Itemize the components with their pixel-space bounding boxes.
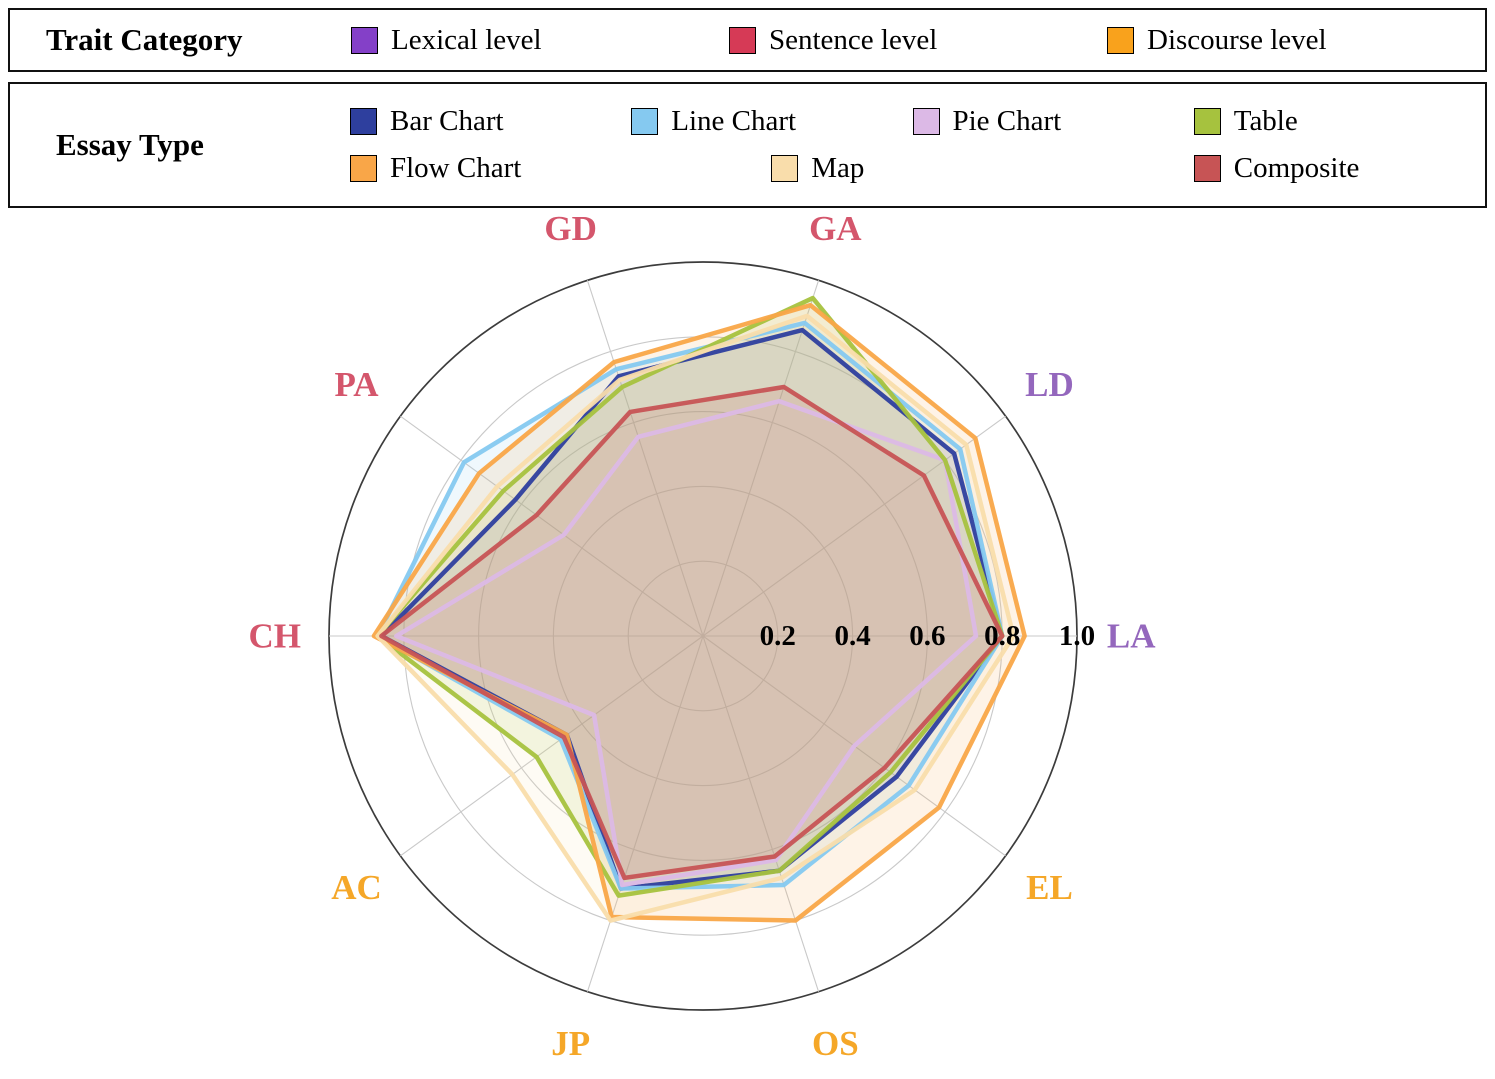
legend-item-label: Table (1233, 105, 1298, 137)
axis-label-gd: GD (544, 209, 597, 248)
axis-label-ch: CH (249, 617, 302, 656)
bar-chart-swatch-icon (350, 108, 377, 135)
axis-label-ac: AC (331, 868, 382, 907)
grid-spoke (586, 280, 704, 637)
sentence-swatch-icon (729, 26, 756, 54)
radial-tick-label: 0.6 (909, 620, 945, 652)
flow-chart-swatch-icon (350, 155, 377, 182)
discourse-swatch-icon (1107, 26, 1134, 54)
legend-item-lexical: Lexical level (351, 24, 729, 57)
essay-type-legend: Essay Type Bar Chart Line Chart Pie Char… (8, 82, 1487, 208)
grid-spoke (702, 280, 820, 637)
map-swatch-icon (771, 155, 799, 182)
table-swatch-icon (1193, 108, 1221, 135)
legend-item-label: Composite (1233, 152, 1360, 184)
legend-item-label: Flow Chart (390, 152, 522, 184)
series-fill-bar-chart (381, 330, 1003, 889)
legend-item-bar-chart: Bar Chart (350, 105, 631, 138)
legend-item-label: Lexical level (391, 23, 542, 56)
essay-legend-row-2: Flow Chart Map Composite (350, 152, 1475, 185)
essay-legend-items: Bar Chart Line Chart Pie Chart Table Flo… (350, 105, 1485, 185)
legend-item-table: Table (1193, 105, 1475, 138)
legend-item-label: Sentence level (769, 23, 938, 56)
radial-tick-label: 0.4 (834, 620, 870, 652)
legend-item-label: Line Chart (671, 105, 797, 137)
legend-item-map: Map (771, 152, 912, 185)
legend-item-label: Discourse level (1147, 23, 1327, 56)
legend-item-label: Bar Chart (390, 105, 504, 137)
composite-swatch-icon (1193, 155, 1221, 182)
trait-legend-items: Lexical level Sentence level Discourse l… (351, 24, 1485, 57)
series-line-flow-chart (371, 302, 1027, 923)
radial-tick-label: 0.2 (760, 620, 796, 652)
radar-chart: 0.2 0.4 0.6 0.8 1.0 LA LD GA GD PA CH AC JP OS EL (249, 209, 1157, 1063)
axis-label-pa: PA (335, 365, 380, 404)
legend-item-pie-chart: Pie Chart (912, 105, 1194, 138)
axis-label-os: OS (812, 1024, 859, 1063)
axis-label-el: EL (1026, 868, 1073, 907)
radar-chart-area: 0.2 0.4 0.6 0.8 1.0 LA LD GA GD PA CH AC JP OS EL (0, 208, 1495, 1076)
legend-item-line-chart: Line Chart (631, 105, 912, 138)
axis-label-ld: LD (1025, 365, 1074, 404)
essay-legend-title: Essay Type (56, 127, 204, 162)
axis-label-la: LA (1107, 617, 1156, 656)
legend-item-sentence: Sentence level (729, 24, 1107, 57)
grid-spoke (400, 415, 704, 637)
series-line-composite (379, 384, 1005, 881)
axis-label-jp: JP (551, 1024, 590, 1063)
series-fill-pie-chart (396, 401, 977, 885)
axis-label-ga: GA (809, 209, 862, 248)
series-fill-map (377, 315, 1014, 921)
legend-item-label: Pie Chart (952, 105, 1062, 137)
pie-chart-swatch-icon (912, 108, 940, 135)
line-chart-swatch-icon (631, 108, 659, 135)
radial-tick-label: 1.0 (1059, 620, 1095, 652)
legend-item-flow-chart: Flow Chart (350, 152, 631, 185)
lexical-swatch-icon (351, 26, 378, 54)
series-fill-table (377, 298, 1003, 896)
legend-item-label: Map (811, 152, 865, 184)
radial-tick-label: 0.8 (984, 620, 1020, 652)
trait-legend-title: Trait Category (46, 22, 243, 57)
grid-spoke (400, 635, 704, 857)
series-line-map (375, 313, 1016, 923)
essay-legend-row-1: Bar Chart Line Chart Pie Chart Table (350, 105, 1475, 138)
legend-item-composite: Composite (1193, 152, 1475, 185)
legend-item-discourse: Discourse level (1107, 24, 1485, 57)
grid-spoke (586, 635, 704, 992)
grid-spoke (702, 635, 820, 992)
trait-category-legend: Trait Category Lexical level Sentence le… (8, 8, 1487, 72)
